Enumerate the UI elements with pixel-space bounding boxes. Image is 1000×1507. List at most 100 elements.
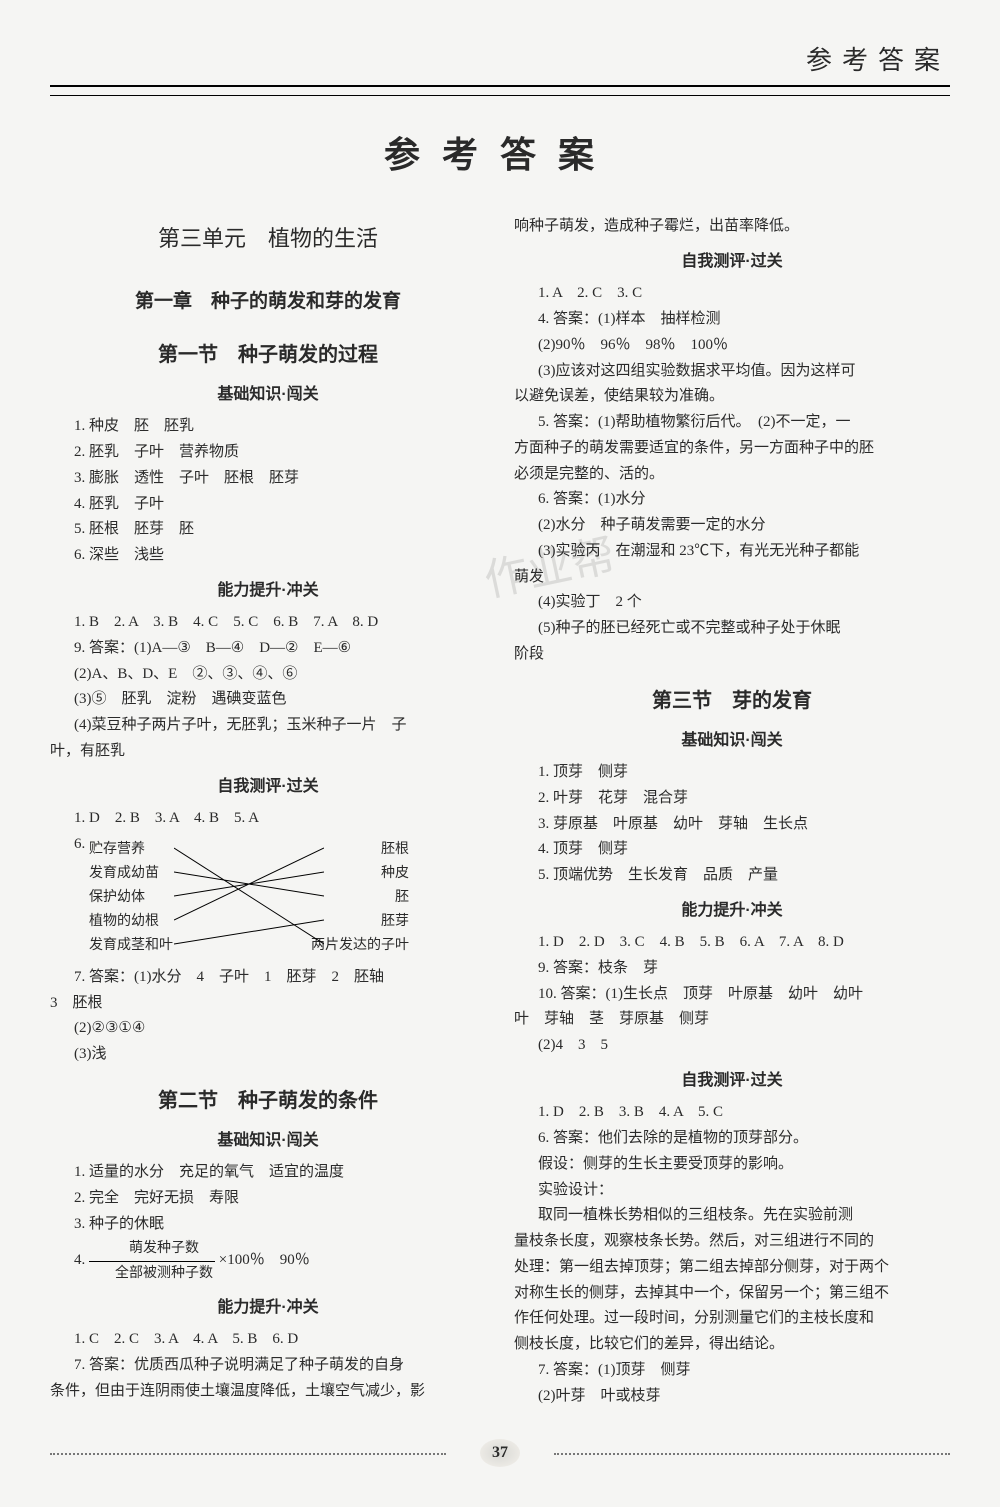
answer-item: 1. C 2. C 3. A 4. A 5. B 6. D — [50, 1327, 486, 1352]
frac-suffix: ×100％ 90％ — [219, 1253, 310, 1269]
answer-item: 3. 膨胀 透性 子叶 胚根 胚芽 — [50, 466, 486, 491]
matching-diagram: 贮存营养 发育成幼苗 保护幼体 植物的幼根 发育成茎和叶 胚根 种皮 胚 胚芽 … — [89, 838, 409, 958]
answer-item: 4. 顶芽 侧芽 — [514, 837, 950, 862]
answer-item: 4. 答案：(1)样本 抽样检测 — [514, 307, 950, 332]
header-label: 参考答案 — [50, 40, 950, 87]
match-left-item: 贮存营养 — [89, 838, 145, 861]
match-lines — [174, 838, 324, 958]
answer-item: 3. 芽原基 叶原基 幼叶 芽轴 生长点 — [514, 812, 950, 837]
answer-item: 7. 答案：优质西瓜种子说明满足了种子萌发的自身 — [50, 1353, 486, 1378]
answer-item: 取同一植株长势相似的三组枝条。先在实验前测 — [514, 1203, 950, 1228]
match-right-item: 胚根 — [381, 838, 409, 861]
denominator: 全部被测种子数 — [89, 1262, 215, 1285]
unit-title: 第三单元 植物的生活 — [50, 221, 486, 257]
answer-item: (4)实验丁 2 个 — [514, 590, 950, 615]
answer-item: (2)90％ 96％ 98％ 100％ — [514, 333, 950, 358]
self-heading: 自我测评·过关 — [514, 1068, 950, 1094]
answer-item: 阶段 — [514, 642, 950, 667]
right-column: 作业帮 响种子萌发，造成种子霉烂，出苗率降低。 自我测评·过关 1. A 2. … — [514, 213, 950, 1409]
answer-item: 1. B 2. A 3. B 4. C 5. C 6. B 7. A 8. D — [50, 610, 486, 635]
chapter-title: 第一章 种子的萌发和芽的发育 — [50, 286, 486, 317]
ability-heading: 能力提升·冲关 — [514, 898, 950, 924]
section-2-title: 第二节 种子萌发的条件 — [50, 1085, 486, 1118]
answer-item: 叶 芽轴 茎 芽原基 侧芽 — [514, 1007, 950, 1032]
match-right-item: 种皮 — [381, 862, 409, 885]
answer-item: 1. 种皮 胚 胚乳 — [50, 414, 486, 439]
answer-item: 萌发 — [514, 565, 950, 590]
answer-item: 3. 种子的休眠 — [50, 1212, 486, 1237]
footer-dots-right — [554, 1453, 950, 1455]
answer-item: 9. 答案：(1)A—③ B—④ D—② E—⑥ — [50, 636, 486, 661]
answer-item: 9. 答案：枝条 芽 — [514, 956, 950, 981]
answer-item: 1. 适量的水分 充足的氧气 适宜的温度 — [50, 1160, 486, 1185]
answer-item: 1. A 2. C 3. C — [514, 281, 950, 306]
match-number: 6. — [50, 832, 89, 964]
page-number: 37 — [480, 1439, 520, 1467]
answer-item: 实验设计： — [514, 1178, 950, 1203]
section-3-title: 第三节 芽的发育 — [514, 685, 950, 718]
answer-item: 侧枝长度，比较它们的差异，得出结论。 — [514, 1332, 950, 1357]
answer-item: 1. 顶芽 侧芽 — [514, 760, 950, 785]
answer-item: (2)4 3 5 — [514, 1033, 950, 1058]
answer-item: 2. 胚乳 子叶 营养物质 — [50, 440, 486, 465]
section-1-title: 第一节 种子萌发的过程 — [50, 339, 486, 372]
match-left-item: 植物的幼根 — [89, 910, 159, 933]
answer-item: 7. 答案：(1)顶芽 侧芽 — [514, 1358, 950, 1383]
answer-item: 处理：第一组去掉顶芽；第二组去掉部分侧芽，对于两个 — [514, 1255, 950, 1280]
match-left-item: 保护幼体 — [89, 886, 145, 909]
answer-item: 以避免误差，使结果较为准确。 — [514, 384, 950, 409]
fraction: 萌发种子数 全部被测种子数 — [89, 1237, 215, 1284]
answer-item: 对称生长的侧芽，去掉其中一个，保留另一个；第三组不 — [514, 1281, 950, 1306]
basic-heading: 基础知识·闯关 — [514, 728, 950, 754]
answer-item: (5)种子的胚已经死亡或不完整或种子处于休眠 — [514, 616, 950, 641]
left-column: 第三单元 植物的生活 第一章 种子的萌发和芽的发育 第一节 种子萌发的过程 基础… — [50, 213, 486, 1409]
match-right-item: 胚 — [395, 886, 409, 909]
answer-item: (3)浅 — [50, 1042, 486, 1067]
answer-item: (2)叶芽 叶或枝芽 — [514, 1384, 950, 1409]
header-underline — [50, 95, 950, 96]
answer-item: 5. 胚根 胚芽 胚 — [50, 517, 486, 542]
answer-item: (3)实验丙 在潮湿和 23℃下，有光无光种子都能 — [514, 539, 950, 564]
answer-item: 量枝条长度，观察枝条长势。然后，对三组进行不同的 — [514, 1229, 950, 1254]
self-heading: 自我测评·过关 — [50, 774, 486, 800]
answer-item: 响种子萌发，造成种子霉烂，出苗率降低。 — [514, 214, 950, 239]
basic-heading: 基础知识·闯关 — [50, 1128, 486, 1154]
match-left-item: 发育成茎和叶 — [89, 934, 173, 957]
answer-item: (4)菜豆种子两片子叶，无胚乳；玉米种子一片 子 — [50, 713, 486, 738]
answer-item: 7. 答案：(1)水分 4 子叶 1 胚芽 2 胚轴 — [50, 965, 486, 990]
answer-item: 1. D 2. B 3. B 4. A 5. C — [514, 1100, 950, 1125]
answer-item: 6. 答案：他们去除的是植物的顶芽部分。 — [514, 1126, 950, 1151]
answer-item: 2. 叶芽 花芽 混合芽 — [514, 786, 950, 811]
answer-item: (2)A、B、D、E ②、③、④、⑥ — [50, 662, 486, 687]
answer-item: 2. 完全 完好无损 寿限 — [50, 1186, 486, 1211]
match-right-item: 两片发达的子叶 — [311, 934, 409, 957]
answer-item: (3)应该对这四组实验数据求平均值。因为这样可 — [514, 359, 950, 384]
answer-item: 6. 答案：(1)水分 — [514, 487, 950, 512]
match-left-item: 发育成幼苗 — [89, 862, 159, 885]
answer-item: 4. 萌发种子数 全部被测种子数 ×100％ 90％ — [50, 1237, 486, 1284]
answer-item: 6. 深些 浅些 — [50, 543, 486, 568]
content-columns: 第三单元 植物的生活 第一章 种子的萌发和芽的发育 第一节 种子萌发的过程 基础… — [50, 213, 950, 1409]
answer-item: 10. 答案：(1)生长点 顶芽 叶原基 幼叶 幼叶 — [514, 982, 950, 1007]
answer-item: 4. 胚乳 子叶 — [50, 492, 486, 517]
answer-item: 5. 顶端优势 生长发育 品质 产量 — [514, 863, 950, 888]
answer-item: 方面种子的萌发需要适宜的条件，另一方面种子中的胚 — [514, 436, 950, 461]
answer-item: 叶，有胚乳 — [50, 739, 486, 764]
answer-item: 假设：侧芽的生长主要受顶芽的影响。 — [514, 1152, 950, 1177]
ability-heading: 能力提升·冲关 — [50, 578, 486, 604]
ability-heading: 能力提升·冲关 — [50, 1295, 486, 1321]
answer-item: 必须是完整的、活的。 — [514, 462, 950, 487]
answer-item: 1. D 2. D 3. C 4. B 5. B 6. A 7. A 8. D — [514, 930, 950, 955]
self-heading: 自我测评·过关 — [514, 249, 950, 275]
answer-item: 条件，但由于连阴雨使土壤温度降低，土壤空气减少，影 — [50, 1379, 486, 1404]
answer-item: (3)⑤ 胚乳 淀粉 遇碘变蓝色 — [50, 687, 486, 712]
answer-item: (2)②③①④ — [50, 1016, 486, 1041]
footer: 37 — [50, 1439, 950, 1467]
answer-item: (2)水分 种子萌发需要一定的水分 — [514, 513, 950, 538]
footer-dots-left — [50, 1453, 446, 1455]
numerator: 萌发种子数 — [89, 1237, 215, 1261]
answer-item: 5. 答案：(1)帮助植物繁衍后代。 (2)不一定，一 — [514, 410, 950, 435]
frac-prefix: 4. — [74, 1253, 89, 1269]
match-right-item: 胚芽 — [381, 910, 409, 933]
answer-item: 作任何处理。过一段时间，分别测量它们的主枝长度和 — [514, 1306, 950, 1331]
